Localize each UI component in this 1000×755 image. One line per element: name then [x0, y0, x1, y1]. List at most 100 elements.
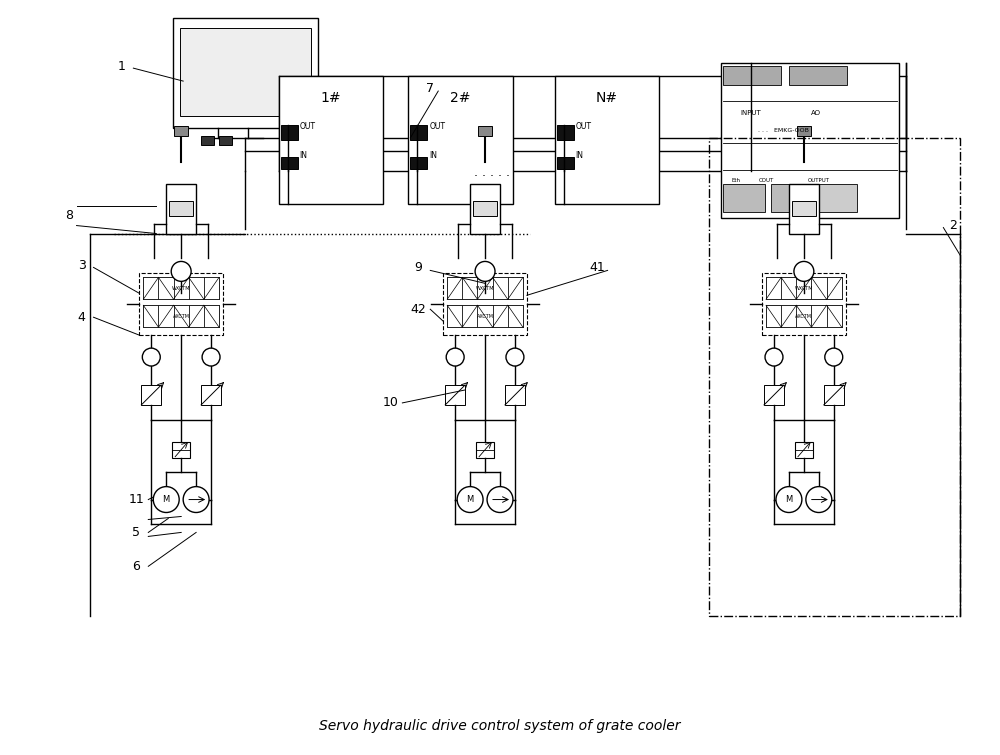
- Text: IN: IN: [300, 151, 308, 160]
- Text: OUT: OUT: [576, 122, 592, 131]
- Bar: [189, 277, 204, 299]
- Bar: [493, 305, 508, 327]
- Circle shape: [806, 486, 832, 513]
- Bar: [827, 277, 842, 299]
- Bar: [789, 66, 847, 85]
- Text: 42: 42: [410, 303, 426, 316]
- Bar: [462, 277, 477, 299]
- Bar: [410, 125, 427, 140]
- Bar: [796, 277, 811, 299]
- Bar: [796, 305, 811, 327]
- Circle shape: [794, 261, 814, 282]
- Bar: [189, 305, 204, 327]
- Bar: [801, 183, 857, 211]
- Bar: [555, 76, 659, 204]
- Bar: [443, 273, 527, 335]
- Bar: [174, 305, 189, 327]
- Bar: [824, 385, 844, 405]
- Bar: [174, 277, 189, 299]
- Bar: [505, 385, 525, 405]
- Bar: [447, 277, 462, 299]
- Text: . . .   EMKG-OOB: . . . EMKG-OOB: [758, 128, 808, 134]
- Bar: [493, 277, 508, 299]
- Bar: [281, 157, 298, 169]
- Text: OUTPUT: OUTPUT: [808, 178, 830, 183]
- Text: 2: 2: [949, 219, 957, 232]
- Bar: [408, 76, 513, 204]
- Bar: [143, 305, 158, 327]
- Bar: [723, 66, 781, 85]
- Circle shape: [506, 348, 524, 366]
- Text: IN: IN: [429, 151, 437, 160]
- Bar: [447, 277, 523, 299]
- Bar: [204, 277, 219, 299]
- Bar: [172, 442, 190, 458]
- Bar: [143, 277, 219, 299]
- Bar: [478, 126, 492, 136]
- Text: M: M: [466, 495, 474, 504]
- Text: 1: 1: [117, 60, 125, 72]
- Text: OUT: OUT: [429, 122, 445, 131]
- Text: . . . . .: . . . . .: [474, 166, 510, 179]
- Bar: [721, 63, 899, 217]
- Bar: [762, 273, 846, 335]
- Text: 3: 3: [78, 259, 85, 272]
- Text: M: M: [785, 495, 793, 504]
- Bar: [508, 277, 523, 299]
- Text: 10: 10: [382, 396, 398, 409]
- Text: 8: 8: [66, 209, 74, 222]
- Bar: [158, 277, 174, 299]
- Bar: [789, 183, 819, 233]
- Bar: [766, 277, 842, 299]
- Bar: [766, 305, 781, 327]
- Text: 41: 41: [590, 261, 606, 274]
- Bar: [201, 136, 214, 145]
- Bar: [204, 305, 219, 327]
- Text: AO: AO: [811, 110, 821, 116]
- Bar: [476, 442, 494, 458]
- Text: 4: 4: [78, 311, 85, 324]
- Bar: [827, 305, 842, 327]
- Bar: [508, 305, 523, 327]
- Circle shape: [446, 348, 464, 366]
- Circle shape: [171, 261, 191, 282]
- Bar: [811, 277, 827, 299]
- Text: WXCTM: WXCTM: [795, 286, 813, 291]
- Bar: [166, 183, 196, 233]
- Text: OUT: OUT: [300, 122, 316, 131]
- Bar: [470, 183, 500, 233]
- Bar: [139, 273, 223, 335]
- Text: INPUT: INPUT: [741, 110, 761, 116]
- Circle shape: [202, 348, 220, 366]
- Bar: [477, 277, 493, 299]
- Text: AXCTM: AXCTM: [173, 314, 190, 319]
- Bar: [709, 138, 960, 616]
- Text: AXCTM: AXCTM: [477, 314, 494, 319]
- Text: 1#: 1#: [321, 91, 341, 105]
- Bar: [141, 385, 161, 405]
- Bar: [173, 18, 318, 128]
- Circle shape: [457, 486, 483, 513]
- Text: WXCTM: WXCTM: [476, 286, 494, 291]
- Circle shape: [183, 486, 209, 513]
- Circle shape: [475, 261, 495, 282]
- Bar: [557, 125, 574, 140]
- Text: WXCTM: WXCTM: [172, 286, 190, 291]
- Bar: [795, 442, 813, 458]
- Bar: [473, 201, 497, 216]
- Text: 7: 7: [426, 82, 434, 94]
- Bar: [771, 183, 793, 211]
- Bar: [766, 305, 842, 327]
- Circle shape: [487, 486, 513, 513]
- Bar: [477, 305, 493, 327]
- Bar: [462, 305, 477, 327]
- Text: Servo hydraulic drive control system of grate cooler: Servo hydraulic drive control system of …: [319, 719, 681, 732]
- Bar: [764, 385, 784, 405]
- Text: N#: N#: [596, 91, 618, 105]
- Text: IN: IN: [576, 151, 584, 160]
- Bar: [792, 201, 816, 216]
- Bar: [279, 76, 383, 204]
- Bar: [174, 126, 188, 136]
- Text: M: M: [163, 495, 170, 504]
- Bar: [169, 201, 193, 216]
